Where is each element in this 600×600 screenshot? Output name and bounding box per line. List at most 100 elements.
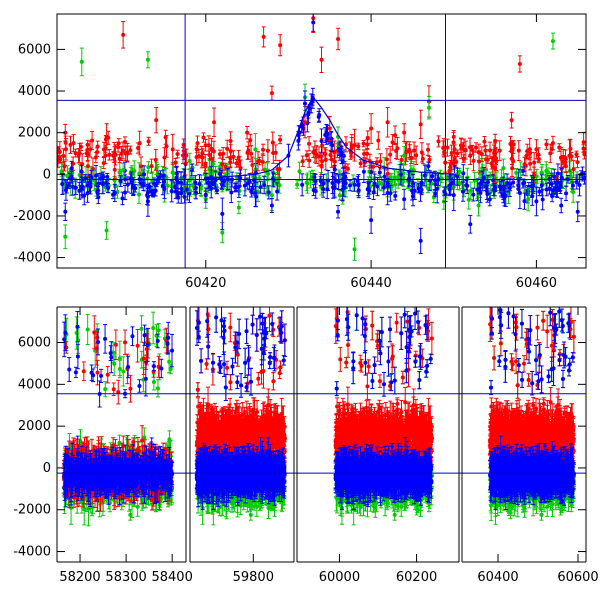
data-point xyxy=(516,148,521,153)
data-point xyxy=(103,153,108,158)
data-point xyxy=(575,209,580,214)
data-point xyxy=(189,167,194,172)
data-point xyxy=(317,112,322,117)
data-point xyxy=(577,183,582,188)
data-point xyxy=(300,182,305,187)
data-point xyxy=(404,149,409,154)
data-point xyxy=(312,175,317,180)
data-point xyxy=(392,175,397,180)
data-point xyxy=(410,181,415,186)
data-point xyxy=(471,192,476,197)
data-point xyxy=(451,134,456,139)
y-tick-label: -4000 xyxy=(13,251,51,266)
data-point xyxy=(341,153,346,158)
data-point xyxy=(96,181,101,186)
data-point xyxy=(332,159,337,164)
data-point xyxy=(501,166,506,171)
data-point xyxy=(365,187,370,192)
data-point xyxy=(167,359,172,364)
x-tick-label: 60440 xyxy=(350,276,391,291)
data-point xyxy=(468,188,473,193)
data-point xyxy=(567,153,572,158)
data-point xyxy=(528,150,533,155)
data-point xyxy=(214,188,219,193)
data-point xyxy=(121,168,126,173)
data-point xyxy=(365,151,370,156)
data-point xyxy=(223,164,228,169)
data-point xyxy=(393,133,398,138)
data-point xyxy=(135,504,140,509)
data-point xyxy=(79,59,84,64)
data-point xyxy=(63,209,68,214)
data-point xyxy=(460,189,465,194)
data-point xyxy=(269,203,274,208)
data-point xyxy=(117,366,122,371)
data-point xyxy=(381,185,386,190)
data-point xyxy=(558,181,563,186)
data-point xyxy=(77,150,82,155)
data-point xyxy=(142,172,147,177)
data-point xyxy=(149,164,154,169)
data-point xyxy=(511,159,516,164)
data-point xyxy=(70,184,75,189)
data-point xyxy=(555,171,560,176)
data-point xyxy=(377,170,382,175)
data-point xyxy=(170,147,175,152)
data-point xyxy=(306,110,311,115)
data-point xyxy=(229,190,234,195)
data-point xyxy=(570,183,575,188)
data-point xyxy=(394,148,399,153)
data-point xyxy=(319,139,324,143)
data-point xyxy=(217,152,222,157)
data-point xyxy=(532,172,537,177)
data-point xyxy=(483,148,488,153)
data-point xyxy=(336,146,341,151)
data-point xyxy=(461,148,466,153)
data-point xyxy=(258,185,263,190)
data-point xyxy=(316,154,321,159)
data-point xyxy=(174,175,179,180)
data-point xyxy=(154,118,159,123)
data-point xyxy=(120,196,125,201)
data-point xyxy=(167,437,172,442)
data-point xyxy=(68,142,73,147)
data-point xyxy=(337,193,342,198)
data-point xyxy=(339,150,344,155)
data-point xyxy=(457,169,462,174)
data-point xyxy=(575,160,580,165)
data-point xyxy=(426,147,431,152)
data-point xyxy=(275,189,280,194)
data-point xyxy=(245,150,250,155)
data-point xyxy=(82,193,87,198)
data-point xyxy=(211,149,216,154)
data-point xyxy=(534,147,539,152)
data-point xyxy=(559,203,564,208)
data-point xyxy=(69,166,74,171)
data-point xyxy=(269,91,274,96)
data-point xyxy=(511,180,516,185)
data-point xyxy=(175,152,180,157)
data-point xyxy=(112,167,117,172)
data-point xyxy=(311,20,316,25)
data-point xyxy=(120,148,125,153)
data-point xyxy=(356,144,361,149)
data-point xyxy=(544,173,549,178)
data-point xyxy=(245,130,250,135)
data-point xyxy=(509,148,514,153)
data-point xyxy=(482,139,487,144)
data-point xyxy=(552,174,557,179)
bottom-plot-area xyxy=(57,307,586,527)
data-point xyxy=(435,186,440,191)
data-point xyxy=(58,157,63,162)
data-point xyxy=(419,180,424,185)
data-point xyxy=(236,205,241,210)
data-point xyxy=(536,156,541,161)
data-point xyxy=(497,148,502,153)
data-point xyxy=(358,161,363,166)
y-tick-label: 2000 xyxy=(18,126,51,141)
data-point xyxy=(307,141,312,146)
data-point xyxy=(385,120,390,125)
data-point xyxy=(277,167,282,172)
data-point xyxy=(117,356,122,361)
data-point xyxy=(185,187,190,192)
